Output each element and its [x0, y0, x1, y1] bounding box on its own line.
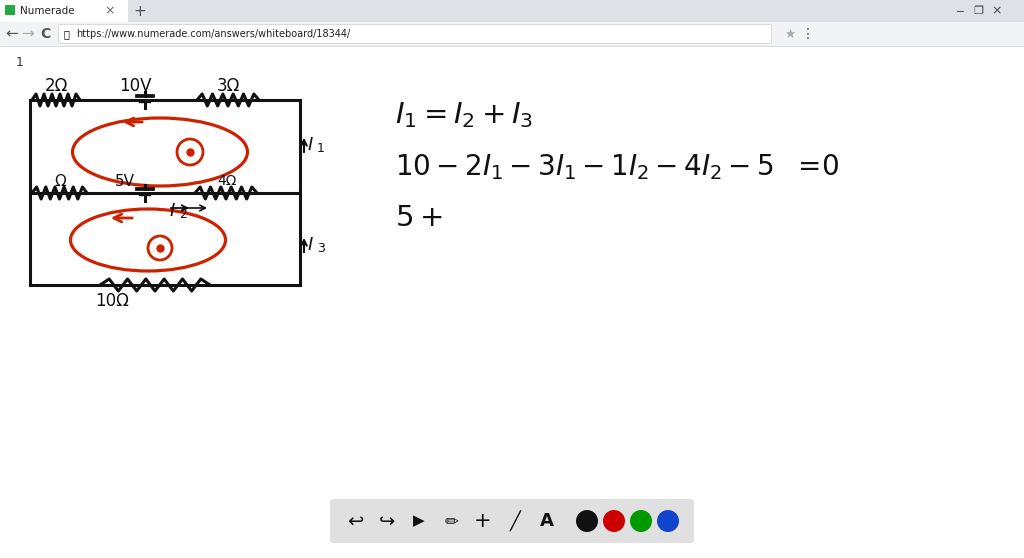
- FancyBboxPatch shape: [0, 0, 128, 22]
- Text: 10V: 10V: [119, 77, 152, 95]
- Text: ✏: ✏: [444, 512, 458, 530]
- Text: →: →: [22, 26, 35, 41]
- Text: +: +: [133, 3, 146, 18]
- Text: ×: ×: [992, 4, 1002, 17]
- Text: 10Ω: 10Ω: [95, 292, 129, 310]
- Text: 🔒: 🔒: [63, 29, 70, 39]
- FancyBboxPatch shape: [330, 499, 694, 543]
- Text: 3Ω: 3Ω: [216, 77, 240, 95]
- Text: I: I: [308, 236, 313, 254]
- Text: $I_1 = I_2 + I_3$: $I_1 = I_2 + I_3$: [395, 100, 534, 130]
- Circle shape: [575, 510, 598, 532]
- Text: C: C: [40, 27, 50, 41]
- Text: ⋮: ⋮: [801, 27, 815, 41]
- Text: ★: ★: [784, 27, 796, 41]
- FancyBboxPatch shape: [5, 5, 15, 15]
- Text: 5V: 5V: [115, 174, 135, 189]
- Text: ❐: ❐: [973, 6, 983, 16]
- Circle shape: [603, 510, 625, 532]
- Text: 4Ω: 4Ω: [217, 174, 237, 188]
- FancyBboxPatch shape: [0, 0, 1024, 22]
- FancyBboxPatch shape: [58, 25, 771, 44]
- Text: 3: 3: [317, 243, 325, 256]
- Circle shape: [657, 510, 679, 532]
- Text: $10 - 2I_1 -3I_1 - 1I_2-4I_2-5\ \ =\!0$: $10 - 2I_1 -3I_1 - 1I_2-4I_2-5\ \ =\!0$: [395, 152, 840, 182]
- Text: ×: ×: [104, 4, 116, 17]
- Text: 2: 2: [179, 209, 186, 222]
- Text: ←: ←: [5, 26, 18, 41]
- Text: https://www.numerade.com/answers/whiteboard/18344/: https://www.numerade.com/answers/whitebo…: [76, 29, 350, 39]
- Circle shape: [630, 510, 652, 532]
- Text: +: +: [474, 511, 492, 531]
- Text: ─: ─: [956, 6, 964, 16]
- Text: I: I: [308, 136, 313, 154]
- Text: Ω: Ω: [54, 174, 66, 189]
- Text: 1: 1: [16, 55, 24, 69]
- FancyBboxPatch shape: [0, 22, 1024, 46]
- Text: A: A: [540, 512, 554, 530]
- Text: 2Ω: 2Ω: [44, 77, 68, 95]
- Text: ╱: ╱: [510, 511, 520, 532]
- Text: ▶: ▶: [413, 513, 425, 528]
- Text: ↪: ↪: [379, 512, 395, 531]
- Text: 1: 1: [317, 142, 325, 155]
- Text: Numerade: Numerade: [20, 6, 75, 16]
- Text: I: I: [170, 202, 175, 220]
- Text: ↩: ↩: [347, 512, 364, 531]
- Text: $5+$: $5+$: [395, 204, 442, 232]
